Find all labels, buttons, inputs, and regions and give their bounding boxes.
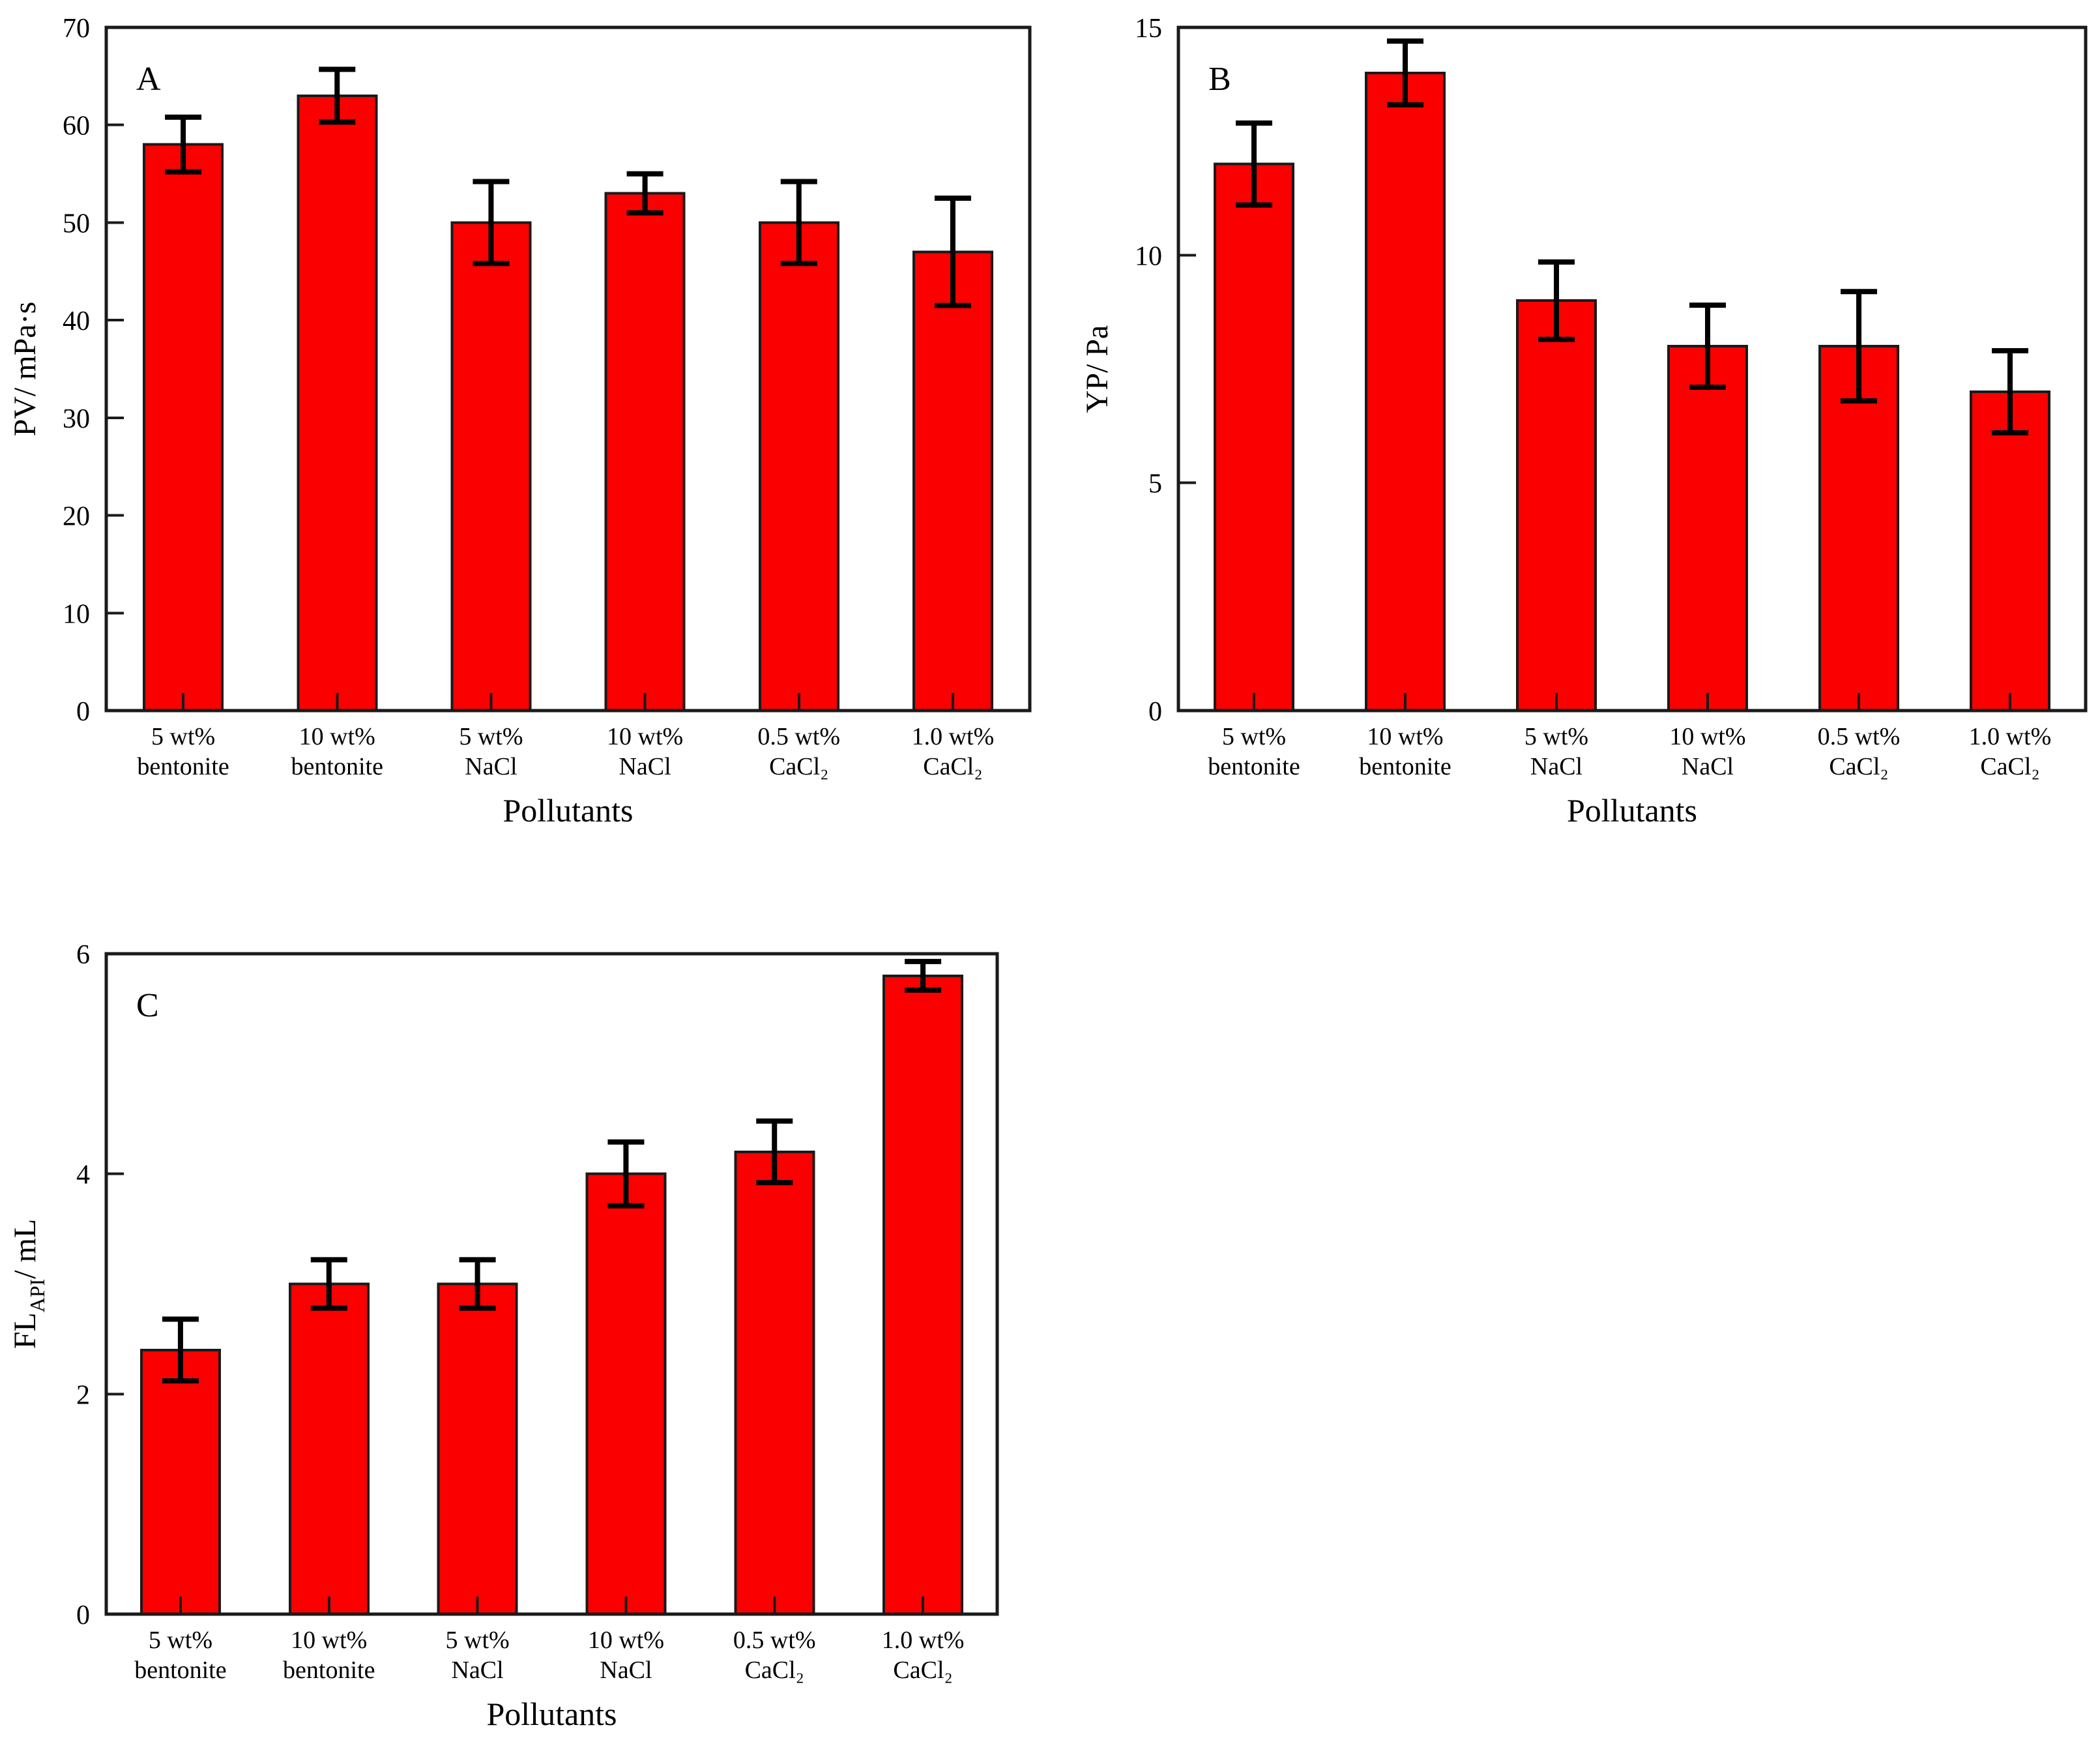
y-tick-label: 0 [76,697,90,727]
y-tick-label: 10 [1135,241,1162,271]
plot-frame [104,25,1032,713]
error-bar [626,171,664,216]
x-tick-label: 5 wt% NaCl [446,1627,510,1684]
x-axis-title: Pollutants [1567,792,1697,829]
panel-letter: A [136,61,161,98]
error-bar [165,114,202,175]
x-tick-label: 1.0 wt% CaCl₂ [912,723,995,780]
bar-chart-a-svg: 0 10 20 30 40 50 60 70 5 wt% bentonite 10 wt% bento… [8,14,1032,829]
y-axis-title: FLAPI/ mL [8,1219,49,1349]
error-bar [905,958,942,993]
bar [139,1348,221,1615]
bar [585,1172,667,1615]
plot-frame [104,952,999,1616]
y-tick-label: 15 [1135,14,1162,44]
y-tick-label: 30 [63,404,90,434]
y-tick-label: 5 [1148,469,1162,499]
y-axis-title: YP/ Pa [1080,325,1115,413]
bar [1818,345,1899,712]
bar [1667,345,1748,712]
x-tick-label: 10 wt% bentonite [1359,723,1451,780]
error-bar [162,1316,199,1384]
bar [143,143,224,712]
bar [604,192,686,712]
panel-c: 0 2 4 6 5 wt% bentonite 10 wt% bentonite 5 wt% Na… [0,900,1062,1738]
x-axis-title: Pollutants [503,792,633,829]
y-tick-label: 60 [63,111,90,141]
error-bar [1387,38,1423,108]
error-bar [607,1139,645,1209]
x-tick-label: 0.5 wt% CaCl₂ [733,1627,816,1684]
x-tick-label: 5 wt% bentonite [137,723,229,780]
x-tick-label: 10 wt% NaCl [1669,723,1745,780]
bar [297,94,378,713]
error-bar [1538,259,1575,342]
panel-b: 0 5 10 15 5 wt% bentonite 10 wt% bentonite 5 wt%… [1072,0,2100,874]
error-bar [1236,120,1272,208]
x-tick-label: 5 wt% bentonite [1208,723,1300,780]
error-bar [319,66,356,125]
y-tick-label: 2 [76,1380,90,1410]
bar [1365,71,1446,713]
error-bar [310,1257,347,1311]
error-bar [473,179,510,267]
bar [758,221,839,712]
panel-letter: C [136,987,159,1024]
y-tick-label: 10 [63,599,90,629]
x-tick-label: 10 wt% bentonite [283,1627,375,1684]
error-bar [756,1118,793,1186]
bar-chart-c-svg: 0 2 4 6 5 wt% bentonite 10 wt% bentonite 5 wt% Na… [8,940,999,1732]
panel-letter: B [1208,61,1231,98]
x-tick-label: 0.5 wt% CaCl₂ [757,723,840,780]
plot-frame [1176,25,2088,713]
y-tick-label: 20 [63,502,90,532]
error-bar [1841,289,1877,404]
bar [734,1150,815,1615]
x-tick-label: 5 wt% NaCl [1524,723,1588,780]
y-tick-label: 0 [76,1600,90,1630]
x-tick-label: 1.0 wt% CaCl₂ [882,1627,965,1684]
error-bar [780,179,817,267]
x-axis-title: Pollutants [486,1696,617,1732]
error-bar [1992,348,2028,435]
bar [437,1282,518,1615]
y-tick-label: 70 [63,14,90,44]
bar [1214,162,1294,713]
bar [1970,390,2050,713]
error-bar [934,196,971,308]
y-axis-title: PV/ mPa·s [8,302,42,437]
error-bar [1689,302,1726,390]
y-tick-label: 4 [76,1160,90,1190]
x-tick-label: 5 wt% NaCl [459,723,523,780]
bar [912,250,993,713]
panel-a: 0 10 20 30 40 50 60 70 5 wt% bentonite 10 wt% bento… [0,0,1062,874]
y-tick-label: 50 [63,209,90,239]
x-tick-label: 1.0 wt% CaCl₂ [1969,723,2052,780]
bar [450,221,532,712]
bar [882,974,964,1616]
x-tick-label: 10 wt% NaCl [588,1627,664,1684]
x-tick-label: 0.5 wt% CaCl₂ [1818,723,1901,780]
bar-chart-b-svg: 0 5 10 15 5 wt% bentonite 10 wt% bentonite 5 wt%… [1080,14,2088,829]
x-tick-label: 10 wt% bentonite [291,723,383,780]
y-tick-label: 40 [63,306,90,336]
error-bar [459,1257,496,1311]
y-tick-label: 6 [76,940,90,970]
y-tick-label: 0 [1148,697,1162,727]
bar [1516,299,1597,712]
x-tick-label: 5 wt% bentonite [134,1627,226,1684]
bar [288,1282,370,1615]
x-tick-label: 10 wt% NaCl [607,723,683,780]
